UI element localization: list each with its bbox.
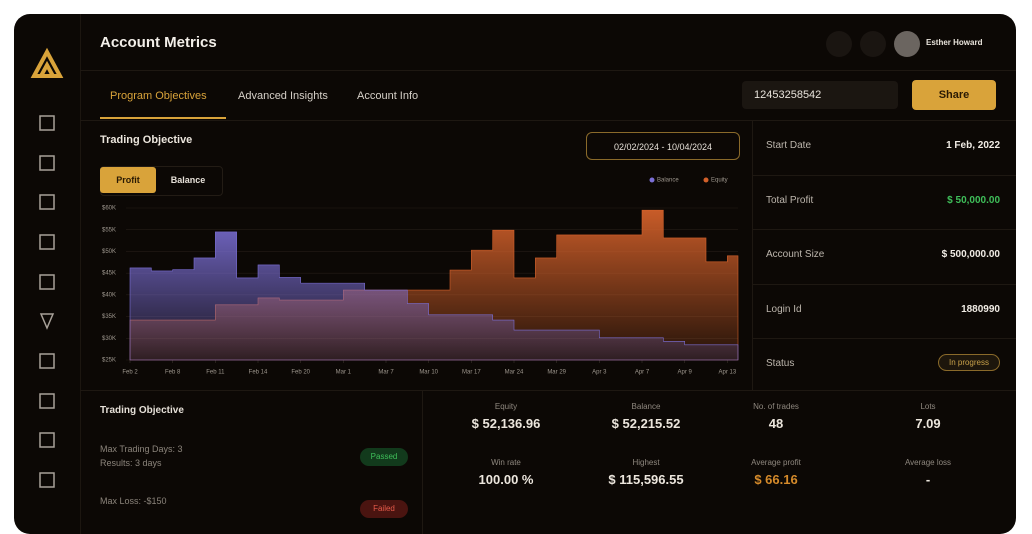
nav-icon[interactable] [39,432,55,448]
date-range[interactable]: 02/02/2024 - 10/04/2024 [586,132,740,160]
nav-icon[interactable] [39,393,55,409]
stat-value: 100.00 % [478,472,534,487]
stat-value: 48 [768,416,784,431]
info-value: In progress [937,354,1000,371]
stat-label: Lots [920,402,936,411]
divider [752,174,1016,176]
y-tick-label: $50K [102,249,116,255]
stat-label: Equity [494,402,518,411]
chart-title: Trading Objective [100,134,193,146]
objective-text: Max Trading Days: 3 [100,444,183,454]
divider [422,390,423,534]
y-tick-label: $25K [102,358,116,364]
info-value: 1 Feb, 2022 [946,140,1000,151]
stat-label: Win rate [491,458,521,467]
toggle[interactable]: Balance [170,175,206,185]
user-name: Esther Howard [926,38,983,47]
nav-icon[interactable] [39,472,55,488]
divider [752,229,1016,230]
account-select[interactable]: 12453258542 [742,81,898,109]
x-tick-label: Apr 13 [718,370,736,376]
x-tick-label: Mar 1 [336,370,352,376]
logo [30,47,64,78]
nav-icon[interactable] [39,115,55,131]
toggle[interactable]: Profit [100,167,156,193]
x-tick-label: Mar 24 [505,370,524,376]
objective-detail: Results: 3 days [100,458,162,468]
y-tick-label: $60K [102,206,116,212]
legend-label: Equity [711,178,728,184]
stat-label: No. of trades [753,402,799,411]
stat-value: - [925,472,931,487]
x-tick-label: Mar 10 [419,370,438,376]
nav-icon[interactable] [39,155,55,171]
stat-value: $ 115,596.55 [608,472,684,487]
tab-indicator [100,117,226,119]
info-label: Total Profit [766,194,814,206]
stat-label: Highest [632,458,660,467]
legend-swatch [649,177,655,183]
chart: $25K $30K $35K $40K $45K $50K $55K $60K Feb 2 Feb… [102,177,739,376]
stat-label: Average profit [751,458,801,467]
x-tick-label: Feb 11 [206,370,225,376]
objectives-title: Trading Objective [100,405,184,416]
legend-swatch [703,177,709,183]
stat-value: 7.09 [915,416,941,431]
y-tick-label: $35K [102,314,116,320]
x-tick-label: Feb 20 [291,370,310,376]
info-value: $ 500,000.00 [941,249,1000,260]
info-label: Account Size [766,249,825,260]
x-tick-label: Apr 3 [592,370,607,376]
legend-label: Balance [657,178,679,184]
tab[interactable]: Advanced Insights [238,90,328,102]
x-tick-label: Feb 14 [249,370,268,376]
nav-icon[interactable] [39,313,55,330]
info-value: 1880990 [961,303,1000,315]
divider [752,120,753,390]
divider [80,120,1016,121]
sidebar [14,14,81,534]
info-label: Status [766,358,795,369]
info-label: Login Id [766,303,802,315]
area-series [129,231,739,361]
page-title: Account Metrics [100,34,217,51]
info-label: Start Date [766,140,812,151]
x-tick-label: Mar 17 [462,370,481,376]
y-tick-label: $55K [102,227,116,233]
divider [752,283,1016,285]
x-tick-label: Feb 2 [122,370,138,376]
page: { "header": {"title": "Account Metrics",… [14,14,1016,534]
divider [80,70,1016,71]
tab[interactable]: Program Objectives [110,90,207,102]
x-tick-label: Mar 7 [378,370,394,376]
nav-icon[interactable] [39,274,55,290]
x-tick-label: Mar 29 [547,370,566,376]
x-tick-label: Apr 9 [677,370,692,376]
tab[interactable]: Account Info [357,90,419,102]
x-tick-label: Feb 8 [165,370,181,376]
status-badge: Passed [360,448,408,466]
share-button[interactable]: Share [912,80,996,110]
y-tick-label: $40K [102,292,116,298]
objective-text: Max Loss: -$150 [100,496,167,506]
avatar[interactable] [894,31,920,57]
stat-label: Balance [631,402,661,411]
divider [752,338,1016,339]
y-tick-label: $30K [102,336,116,342]
theme-button[interactable] [860,31,886,57]
stat-value: $ 66.16 [754,472,798,487]
divider [80,390,1016,391]
stat-value: $ 52,215.52 [611,416,681,431]
nav-icon[interactable] [39,194,55,210]
stat-label: Average loss [904,458,952,467]
sidebar-icons [30,47,64,488]
y-tick-label: $45K [102,271,116,277]
x-tick-label: Apr 7 [635,370,650,376]
info-value: $ 50,000.00 [947,194,1000,206]
nav-icon[interactable] [39,353,55,369]
search-button[interactable] [826,31,852,57]
nav-icon[interactable] [39,234,55,250]
stat-value: $ 52,136.96 [471,416,541,431]
